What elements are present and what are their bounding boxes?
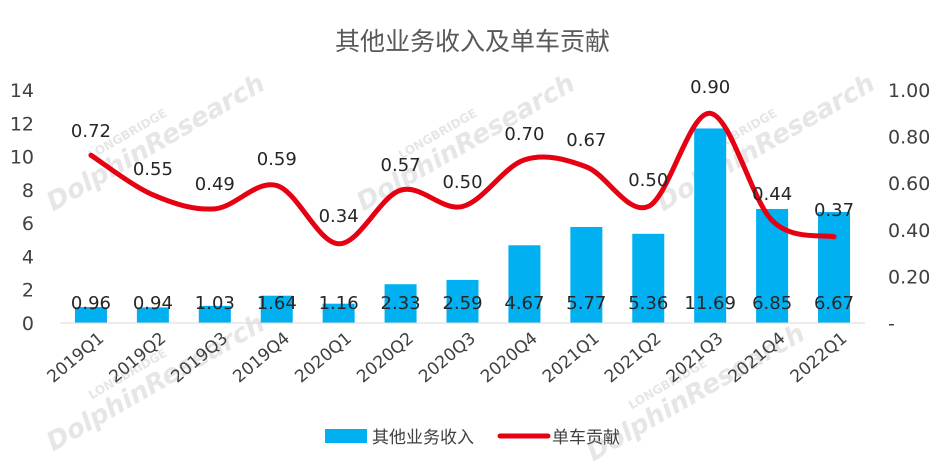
- y-left-tick: 10: [10, 147, 34, 169]
- line-value-label: 0.57: [381, 155, 421, 176]
- y-left-tick: 6: [22, 213, 34, 235]
- bar: [260, 295, 293, 323]
- y-right-tick: 0.60: [888, 173, 930, 195]
- x-tick-label: 2021Q1: [539, 329, 604, 388]
- x-tick-label: 2020Q1: [291, 329, 356, 388]
- line-value-label: 0.44: [752, 184, 792, 205]
- legend-label-line: 单车贡献: [552, 428, 620, 448]
- bar: [570, 226, 603, 323]
- x-tick-label: 2020Q4: [477, 329, 542, 388]
- line-value-label: 0.34: [319, 206, 359, 227]
- chart-title: 其他业务收入及单车贡献: [334, 27, 610, 56]
- x-tick-label: 2020Q3: [415, 329, 480, 388]
- bar-value-label: 2.33: [381, 293, 421, 314]
- bar: [198, 305, 231, 323]
- line-value-label: 0.37: [814, 200, 854, 221]
- legend-swatch-bar: [325, 429, 367, 443]
- y-left-tick: 8: [22, 180, 34, 202]
- line-value-label: 0.59: [257, 149, 297, 170]
- y-right-tick: 0.20: [888, 266, 930, 288]
- line-value-label: 0.55: [133, 159, 173, 180]
- line-series: [88, 110, 837, 247]
- y-left-tick: 14: [10, 80, 34, 102]
- bar-value-label: 1.03: [195, 293, 235, 314]
- bar: [384, 284, 417, 323]
- bar: [74, 307, 107, 323]
- bar: [136, 307, 169, 323]
- line-value-label: 0.50: [628, 170, 668, 191]
- bar-value-label: 11.69: [684, 293, 736, 314]
- bar: [818, 211, 851, 323]
- x-tick-label: 2019Q1: [44, 329, 109, 388]
- y-right-tick: 0.80: [888, 127, 930, 149]
- bar-value-label: 1.64: [257, 293, 297, 314]
- bar-value-label: 5.36: [628, 293, 668, 314]
- legend-label-bar: 其他业务收入: [372, 428, 474, 448]
- line-value-label: 0.90: [690, 77, 730, 98]
- line-value-label: 0.67: [566, 130, 606, 151]
- bar-value-label: 5.77: [566, 293, 606, 314]
- bar-value-label: 0.94: [133, 293, 173, 314]
- x-tick-label: 2021Q2: [601, 329, 666, 388]
- y-right-tick: 0.40: [888, 220, 930, 242]
- y-right-tick: 1.00: [888, 80, 930, 102]
- line-value-label: 0.50: [442, 172, 482, 193]
- y-left-tick: 4: [22, 246, 34, 268]
- y-right-tick: -: [888, 313, 895, 335]
- bar-value-label: 1.16: [319, 293, 359, 314]
- y-left-tick: 0: [22, 313, 34, 335]
- line-value-label: 0.70: [504, 124, 544, 145]
- bar: [322, 303, 355, 323]
- bar: [508, 245, 541, 323]
- bar-value-label: 0.96: [71, 293, 111, 314]
- y-left-tick: 12: [10, 113, 34, 135]
- bar: [694, 128, 727, 323]
- bar: [446, 279, 479, 323]
- watermark-text: DolphinResearch: [352, 68, 581, 217]
- x-tick-label: 2020Q2: [353, 329, 418, 388]
- bar-value-label: 6.85: [752, 293, 792, 314]
- bar: [632, 233, 665, 323]
- line-value-label: 0.72: [71, 121, 111, 142]
- bar-value-label: 4.67: [504, 293, 544, 314]
- bar-value-label: 2.59: [442, 293, 482, 314]
- bar-value-label: 6.67: [814, 293, 854, 314]
- y-left-tick: 2: [22, 280, 34, 302]
- line-value-label: 0.49: [195, 174, 235, 195]
